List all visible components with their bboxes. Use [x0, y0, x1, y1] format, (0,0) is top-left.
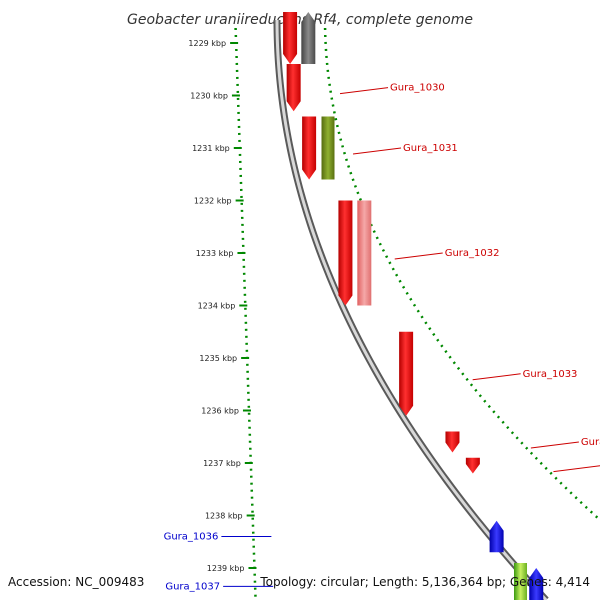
homolog-block-olive	[321, 116, 335, 180]
gene-label-Gura_1032[interactable]: Gura_1032	[445, 248, 500, 259]
gene-fragment-top	[283, 12, 298, 64]
outer-track-line	[323, 27, 600, 522]
gene-Gura_1035	[465, 457, 480, 474]
kbp-tick-label: 1239 kbp	[207, 564, 245, 573]
kbp-tick-label: 1230 kbp	[190, 92, 228, 101]
kbp-tick-label: 1232 kbp	[194, 197, 232, 206]
gene-Gura_1037	[529, 568, 544, 600]
gene-Gura_1036	[489, 520, 504, 553]
gene-Gura_1033	[399, 331, 414, 416]
gene-label-Gura_1036[interactable]: Gura_1036	[164, 532, 219, 543]
gene-label-Gura_1037[interactable]: Gura_1037	[165, 581, 220, 592]
gene-Gura_1032	[338, 200, 353, 306]
outer-track-lines	[234, 27, 600, 599]
kbp-tick-label: 1233 kbp	[196, 249, 234, 258]
accession-text: Accession: NC_009483	[8, 575, 144, 589]
leader-line	[394, 252, 443, 260]
gene-features	[283, 12, 544, 600]
gene-label-Gura_1033[interactable]: Gura_1033	[523, 369, 578, 380]
leader-line	[352, 147, 402, 155]
gene-label-Gura_1030[interactable]: Gura_1030	[390, 83, 445, 94]
kbp-tick-label: 1229 kbp	[188, 39, 226, 48]
kbp-tick-label: 1231 kbp	[192, 144, 230, 153]
genome-backbone	[273, 19, 549, 600]
kbp-tick-label: 1235 kbp	[199, 354, 237, 363]
kbp-tick-label: 1238 kbp	[205, 512, 243, 521]
gene-labels: Gura_1030 Gura_1031 Gura_1032 Gura_1033 Gura…	[164, 83, 600, 592]
kbp-tick-label: 1237 kbp	[203, 459, 241, 468]
gene-Gura_1031	[302, 116, 317, 180]
kbp-tick-label: 1236 kbp	[201, 407, 239, 416]
homolog-block-lime	[514, 563, 527, 600]
leader-line	[530, 441, 579, 449]
backbone-outline	[273, 19, 549, 600]
gene-label-Gura_1034[interactable]: Gura_1034	[581, 437, 600, 448]
leader-line	[472, 373, 521, 381]
gene-Gura_1034	[445, 431, 460, 453]
kbp-tick-label: 1234 kbp	[198, 302, 236, 311]
leader-line	[339, 87, 389, 95]
homolog-block-gray	[301, 12, 316, 64]
homolog-block-pink	[357, 200, 372, 306]
genome-title: Geobacter uraniireducens Rf4, complete g…	[127, 12, 473, 28]
backbone-highlight	[275, 19, 548, 600]
kbp-axis: 1229 kbp 1230 kbp 1231 kbp 1232 kbp 1233 kbp…	[188, 39, 257, 573]
gene-Gura_1030	[286, 64, 301, 112]
genome-summary-text: Topology: circular; Length: 5,136,364 bp…	[259, 575, 590, 589]
gene-label-Gura_1031[interactable]: Gura_1031	[403, 143, 458, 154]
leader-line	[553, 465, 600, 473]
